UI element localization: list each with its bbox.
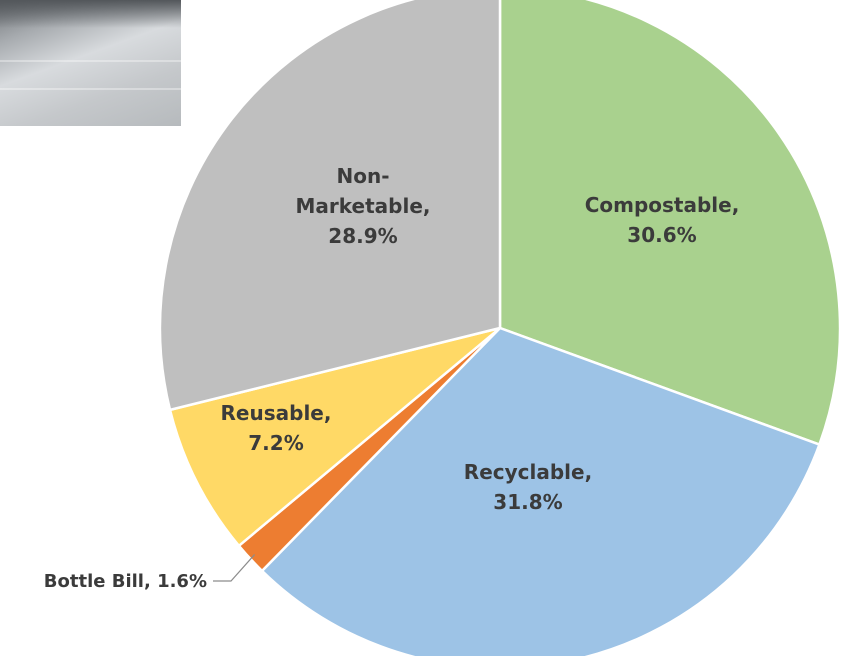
slice-label-compostable: Compostable, 30.6% (585, 193, 740, 247)
bottle-bill-leader-line (213, 554, 256, 582)
pie-slice-compostable (498, 0, 842, 446)
background-photo-fragment (0, 0, 181, 126)
pie-slice-reusable (168, 326, 502, 548)
slice-label-reusable: Reusable, 7.2% (221, 401, 332, 455)
slice-label-bottle-bill: Bottle Bill, 1.6% (44, 571, 207, 592)
pie-slice-non-marketable (158, 0, 502, 412)
slice-label-non-marketable: Non-Marketable, 28.9% (296, 164, 431, 248)
pie-slice-recyclable (260, 326, 821, 656)
slice-label-recyclable: Recyclable, 31.8% (464, 460, 592, 514)
